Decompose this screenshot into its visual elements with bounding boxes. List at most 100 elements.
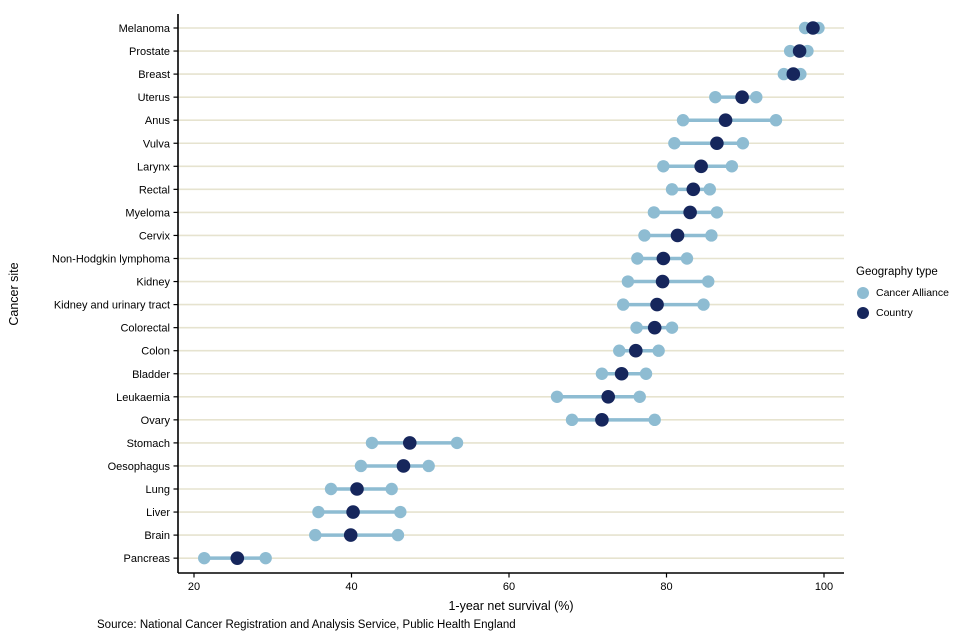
country-swatch-icon xyxy=(857,307,869,319)
source-text: Source: National Cancer Registration and… xyxy=(97,619,516,631)
y-tick-label: Anus xyxy=(145,115,171,127)
country-marker xyxy=(647,320,662,335)
alliance-max-marker xyxy=(450,436,464,450)
alliance-min-marker xyxy=(630,321,643,334)
country-marker xyxy=(718,113,733,127)
y-tick-label: Stomach xyxy=(127,438,170,450)
x-tick-label: 100 xyxy=(815,581,833,593)
y-tick-label: Prostate xyxy=(129,46,170,58)
alliance-min-marker xyxy=(631,252,644,265)
alliance-min-marker xyxy=(709,90,722,104)
country-marker xyxy=(655,274,670,289)
y-tick-label: Colorectal xyxy=(120,323,170,335)
x-tick-label: 60 xyxy=(503,581,515,593)
legend-title: Geography type xyxy=(856,266,938,278)
y-tick-label: Melanoma xyxy=(119,23,171,35)
country-marker xyxy=(343,528,358,542)
y-tick-label: Kidney xyxy=(136,277,170,289)
country-marker xyxy=(346,505,360,519)
country-marker xyxy=(402,436,417,450)
country-marker xyxy=(683,205,697,220)
alliance-max-marker xyxy=(697,298,710,311)
legend: Geography type Cancer Alliance Country xyxy=(852,266,960,326)
alliance-min-marker xyxy=(777,67,791,81)
country-marker xyxy=(686,182,701,197)
alliance-min-marker xyxy=(638,229,651,242)
country-marker xyxy=(628,343,643,358)
country-marker xyxy=(595,413,609,427)
legend-item-cancer-alliance: Cancer Alliance xyxy=(852,286,960,300)
y-tick-label: Brain xyxy=(144,530,170,542)
alliance-max-marker xyxy=(705,229,718,242)
alliance-min-marker xyxy=(309,528,322,542)
alliance-max-marker xyxy=(385,482,398,496)
y-tick-label: Colon xyxy=(141,346,170,358)
alliance-min-marker xyxy=(312,505,325,519)
x-tick-label: 20 xyxy=(188,581,200,593)
y-tick-label: Bladder xyxy=(132,369,170,381)
y-tick-label: Liver xyxy=(146,507,170,519)
alliance-min-marker xyxy=(668,137,681,150)
x-tick-label: 40 xyxy=(345,581,357,593)
alliance-max-marker xyxy=(422,459,435,473)
y-axis-title: Cancer site xyxy=(7,262,21,326)
y-tick-label: Larynx xyxy=(137,161,171,173)
alliance-min-marker xyxy=(354,459,368,473)
y-tick-label: Lung xyxy=(146,484,170,496)
country-marker xyxy=(396,459,411,473)
legend-label: Country xyxy=(876,307,913,319)
alliance-max-marker xyxy=(639,367,653,380)
country-marker xyxy=(670,228,685,243)
alliance-max-marker xyxy=(769,114,783,127)
alliance-max-marker xyxy=(710,206,724,219)
alliance-min-marker xyxy=(565,413,579,427)
alliance-min-marker xyxy=(657,160,670,173)
alliance-max-marker xyxy=(680,252,694,265)
country-marker xyxy=(735,90,749,104)
alliance-max-marker xyxy=(391,528,405,542)
country-marker xyxy=(656,251,671,266)
y-tick-label: Rectal xyxy=(139,184,170,196)
alliance-max-marker xyxy=(725,160,739,173)
y-tick-label: Myeloma xyxy=(125,207,171,219)
alliance-min-marker xyxy=(365,436,379,450)
alliance-min-marker xyxy=(324,482,338,496)
alliance-min-marker xyxy=(783,44,797,58)
alliance-min-marker xyxy=(647,206,661,219)
country-marker xyxy=(710,136,724,151)
y-tick-label: Vulva xyxy=(143,138,171,150)
country-marker xyxy=(694,159,708,174)
country-marker xyxy=(230,551,245,565)
alliance-max-marker xyxy=(394,505,407,519)
alliance-max-marker xyxy=(652,344,665,357)
alliance-max-marker xyxy=(633,390,646,403)
y-tick-label: Non-Hodgkin lymphoma xyxy=(52,254,171,266)
alliance-max-marker xyxy=(702,275,715,288)
alliance-min-marker xyxy=(198,551,211,565)
country-marker xyxy=(806,21,820,35)
y-tick-label: Kidney and urinary tract xyxy=(54,300,170,312)
country-marker xyxy=(350,482,364,496)
alliance-min-marker xyxy=(616,298,630,311)
alliance-max-marker xyxy=(736,137,750,150)
y-tick-label: Uterus xyxy=(138,92,171,104)
alliance-max-marker xyxy=(750,90,763,104)
alliance-min-marker xyxy=(621,275,635,288)
alliance-min-marker xyxy=(665,183,679,196)
cancer-alliance-swatch-icon xyxy=(857,287,869,299)
x-axis-title: 1-year net survival (%) xyxy=(448,599,574,613)
y-tick-label: Pancreas xyxy=(124,553,171,565)
country-marker xyxy=(614,366,629,381)
y-tick-label: Oesophagus xyxy=(108,461,171,473)
alliance-min-marker xyxy=(550,390,564,403)
alliance-min-marker xyxy=(613,344,626,357)
y-tick-label: Leukaemia xyxy=(116,392,171,404)
y-tick-label: Cervix xyxy=(139,230,171,242)
legend-label: Cancer Alliance xyxy=(876,287,949,299)
y-tick-label: Breast xyxy=(138,69,170,81)
country-marker xyxy=(786,67,801,81)
country-marker xyxy=(601,390,616,404)
legend-item-country: Country xyxy=(852,306,960,320)
